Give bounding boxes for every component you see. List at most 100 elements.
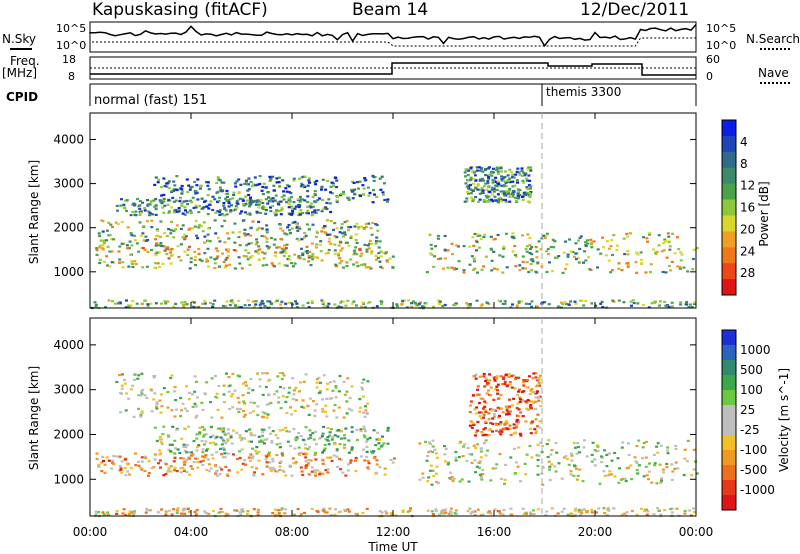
heatmap-cell <box>522 384 526 387</box>
heatmap-cell <box>321 410 325 413</box>
heatmap-cell <box>185 451 189 454</box>
heatmap-cell <box>577 239 580 242</box>
heatmap-cell <box>389 512 393 515</box>
colorbar-tick-label: 25 <box>740 403 755 417</box>
heatmap-cell <box>157 251 161 254</box>
heatmap-cell <box>101 455 105 459</box>
heatmap-cell <box>549 453 553 456</box>
heatmap-cell <box>664 240 667 243</box>
heatmap-cell <box>112 238 116 241</box>
heatmap-cell <box>259 198 263 202</box>
heatmap-cell <box>130 260 134 263</box>
heatmap-cell <box>335 236 339 239</box>
heatmap-cell <box>110 261 114 264</box>
heatmap-cell <box>383 467 387 470</box>
heatmap-cell <box>517 197 521 200</box>
heatmap-cell <box>462 245 466 248</box>
heatmap-cell <box>646 240 649 243</box>
heatmap-cell <box>279 460 283 463</box>
heatmap-cell <box>579 514 583 517</box>
heatmap-cell <box>521 399 525 402</box>
heatmap-cell <box>303 231 307 235</box>
heatmap-cell <box>94 303 98 306</box>
heatmap-cell <box>506 192 510 195</box>
heatmap-cell <box>130 262 134 265</box>
heatmap-cell <box>269 197 273 200</box>
heatmap-cell <box>477 166 481 169</box>
heatmap-cell <box>195 184 199 187</box>
heatmap-cell <box>465 200 469 203</box>
heatmap-cell <box>221 510 225 514</box>
heatmap-cell <box>693 301 697 304</box>
heatmap-cell <box>626 249 630 252</box>
heatmap-cell <box>483 420 487 423</box>
heatmap-cell <box>484 439 488 442</box>
heatmap-cell <box>582 261 585 264</box>
heatmap-cell <box>185 409 189 413</box>
heatmap-cell <box>105 239 109 242</box>
heatmap-cell <box>297 205 301 209</box>
heatmap-cell <box>194 513 198 516</box>
heatmap-cell <box>290 474 294 477</box>
heatmap-cell <box>227 237 231 240</box>
heatmap-cell <box>188 457 191 460</box>
heatmap-cell <box>590 246 594 249</box>
heatmap-cell <box>301 211 305 215</box>
heatmap-cell <box>290 212 294 215</box>
heatmap-cell <box>261 411 265 414</box>
heatmap-cell <box>278 223 282 226</box>
heatmap-cell <box>183 213 187 216</box>
heatmap-cell <box>111 459 115 462</box>
heatmap-cell <box>263 252 267 255</box>
heatmap-cell <box>189 257 193 260</box>
heatmap-cell <box>443 510 446 513</box>
heatmap-cell <box>435 465 439 468</box>
heatmap-cell <box>216 210 220 213</box>
heatmap-cell <box>532 372 536 375</box>
heatmap-cell <box>317 197 321 200</box>
heatmap-cell <box>646 510 650 513</box>
heatmap-cell <box>642 475 646 478</box>
heatmap-cell <box>188 473 191 476</box>
heatmap-cell <box>683 510 687 513</box>
heatmap-cell <box>222 384 226 387</box>
heatmap-cell <box>133 213 137 216</box>
heatmap-cell <box>355 428 359 432</box>
colorbar-tick-label: 500 <box>740 363 763 377</box>
heatmap-cell <box>573 255 576 258</box>
colorbar-swatch <box>722 360 736 376</box>
cpid-normal: normal (fast) 151 <box>94 93 207 108</box>
heatmap-cell <box>449 507 453 510</box>
heatmap-cell <box>530 400 534 403</box>
heatmap-cell <box>241 437 245 440</box>
heatmap-cell <box>257 203 261 206</box>
heatmap-cell <box>170 443 174 446</box>
heatmap-cell <box>535 384 539 387</box>
heatmap-cell <box>346 469 350 472</box>
heatmap-cell <box>386 198 390 201</box>
heatmap-cell <box>279 213 283 216</box>
heatmap-cell <box>280 208 284 211</box>
heatmap-cell <box>149 302 153 305</box>
heatmap-cell <box>315 381 319 384</box>
heatmap-cell <box>186 253 190 257</box>
heatmap-cell <box>480 303 484 306</box>
heatmap-cell <box>590 511 594 514</box>
heatmap-cell <box>185 471 189 474</box>
heatmap-cell <box>509 433 513 437</box>
heatmap-cell <box>432 474 436 477</box>
heatmap-cell <box>491 181 495 184</box>
heatmap-cell <box>228 407 232 411</box>
heatmap-cell <box>194 189 198 193</box>
heatmap-cell <box>109 223 113 226</box>
heatmap-cell <box>233 509 237 512</box>
heatmap-cell <box>475 240 479 244</box>
heatmap-cell <box>510 513 514 516</box>
heatmap-cell <box>200 197 204 200</box>
heatmap-cell <box>316 199 320 202</box>
heatmap-cell <box>264 458 268 461</box>
heatmap-cell <box>172 229 176 233</box>
heatmap-cell <box>155 402 159 405</box>
heatmap-cell <box>283 264 287 267</box>
